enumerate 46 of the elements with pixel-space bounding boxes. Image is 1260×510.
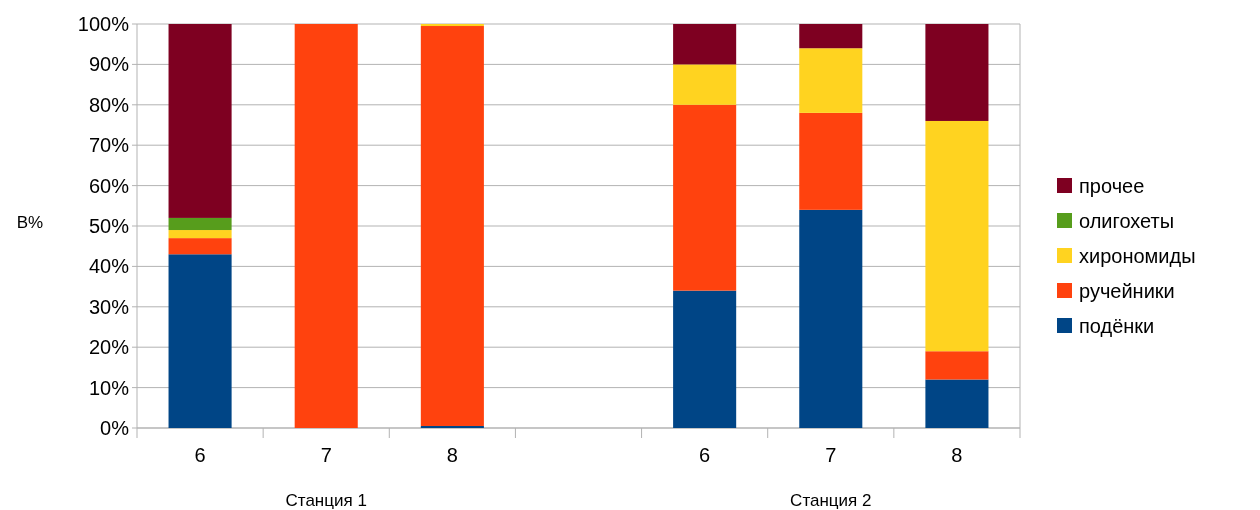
text: Станция 2 xyxy=(790,491,872,510)
y-tick-label: 90% xyxy=(88,53,130,76)
x-tick-label: 7 xyxy=(825,444,837,466)
y-tick-label: 60% xyxy=(88,174,130,197)
bar xyxy=(799,24,863,49)
bar xyxy=(925,379,989,428)
y-axis-title: В% xyxy=(16,212,44,232)
bar xyxy=(420,24,484,27)
bar xyxy=(673,64,737,105)
bar xyxy=(420,425,484,428)
x-tick-label: 8 xyxy=(951,444,963,466)
bar xyxy=(168,217,232,231)
y-tick-label: 0% xyxy=(100,417,130,439)
y-tick-label: 20% xyxy=(88,336,130,359)
bar xyxy=(925,24,989,121)
bar xyxy=(168,230,232,239)
x-tick-label: 7 xyxy=(320,444,332,466)
bar xyxy=(799,209,863,428)
y-tick-label: 40% xyxy=(88,255,130,278)
bar xyxy=(799,112,863,210)
y-tick-label: 50% xyxy=(88,215,130,237)
legend-label: подёнки xyxy=(1079,315,1155,337)
bar xyxy=(925,120,989,352)
bar xyxy=(420,26,484,426)
x-tick-label: 6 xyxy=(194,444,206,466)
bar xyxy=(168,254,232,428)
bar xyxy=(673,24,737,65)
y-tick-label: 70% xyxy=(88,134,130,157)
x-tick-label: 6 xyxy=(699,444,711,466)
y-tick-label: 30% xyxy=(88,295,130,318)
bar xyxy=(168,238,232,255)
x-tick-label: 8 xyxy=(446,444,458,466)
legend-label: ручейники xyxy=(1079,280,1175,302)
bar xyxy=(799,48,863,113)
bar xyxy=(673,104,737,291)
y-tick-label: 100% xyxy=(77,13,130,35)
bar xyxy=(925,351,989,380)
bar xyxy=(673,290,737,428)
legend-label: хирономиды xyxy=(1079,245,1196,267)
y-tick-label: 80% xyxy=(88,93,130,116)
legend-label: прочее xyxy=(1079,175,1145,197)
bar xyxy=(168,24,232,218)
legend-label: олигохеты xyxy=(1079,210,1175,232)
text: Станция 1 xyxy=(285,491,367,510)
bar xyxy=(294,24,358,428)
y-tick-label: 10% xyxy=(88,376,130,399)
